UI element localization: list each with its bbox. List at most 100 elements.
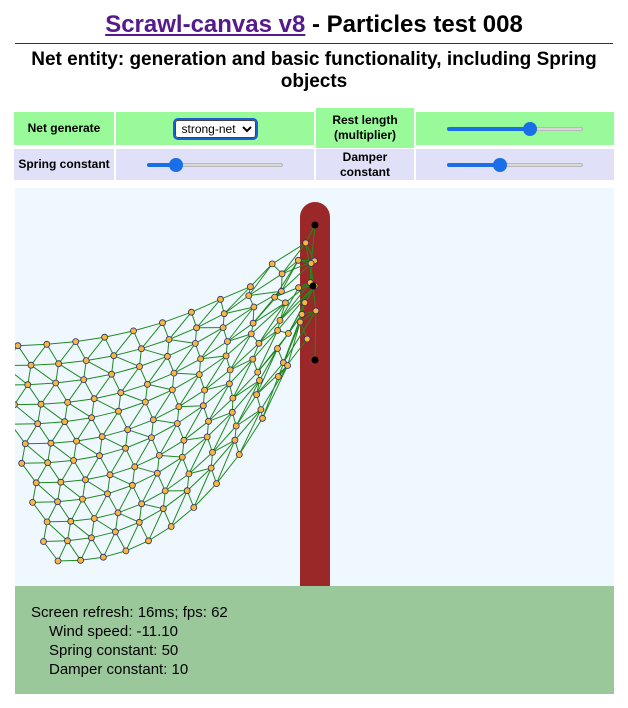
slider-thumb[interactable] bbox=[522, 121, 537, 136]
spring-line bbox=[99, 455, 111, 476]
spring-line bbox=[277, 285, 316, 331]
net-generate-select[interactable]: strong-net bbox=[172, 117, 258, 140]
spring-line bbox=[21, 462, 48, 464]
spring-line bbox=[235, 394, 258, 427]
particle-dot bbox=[34, 420, 42, 428]
spring-line bbox=[134, 437, 152, 468]
spring-line bbox=[120, 392, 146, 403]
spring-line bbox=[148, 526, 172, 542]
spring-line bbox=[113, 330, 134, 357]
particle-dot bbox=[124, 426, 132, 434]
spring-line bbox=[285, 282, 311, 304]
controls-row-2: Spring constant Damper constant bbox=[14, 149, 614, 180]
spring-line bbox=[152, 389, 173, 421]
net-generate-cell: strong-net bbox=[116, 112, 314, 145]
spring-line bbox=[15, 345, 19, 351]
spring-line bbox=[101, 410, 119, 437]
spring-line bbox=[188, 467, 212, 475]
spring-line bbox=[85, 474, 111, 481]
particle-dot bbox=[250, 303, 258, 311]
slider-fill bbox=[147, 162, 176, 167]
spring-line bbox=[262, 376, 279, 419]
damper-constant-slider[interactable] bbox=[447, 157, 583, 173]
spring-line bbox=[80, 556, 104, 561]
spring-line bbox=[252, 302, 286, 324]
status-panel: Screen refresh: 16ms; fps: 62 Wind speed… bbox=[15, 586, 614, 694]
particle-dot bbox=[24, 381, 32, 389]
spring-line bbox=[279, 287, 300, 321]
spring-line bbox=[35, 482, 58, 503]
slider-thumb[interactable] bbox=[493, 157, 508, 172]
spring-line bbox=[73, 460, 86, 481]
spring-line bbox=[224, 306, 255, 315]
particle-dot bbox=[168, 386, 176, 394]
scrawl-canvas-link[interactable]: Scrawl-canvas v8 bbox=[105, 11, 306, 38]
spring-constant-label: Spring constant bbox=[14, 149, 114, 180]
particle-dot bbox=[90, 395, 98, 403]
spring-line bbox=[118, 410, 129, 430]
net-generate-label: Net generate bbox=[14, 112, 114, 145]
spring-line bbox=[287, 321, 301, 366]
spring-line bbox=[58, 360, 87, 365]
particle-dot bbox=[138, 345, 145, 353]
particle-dot bbox=[170, 369, 178, 377]
net-scene[interactable] bbox=[15, 188, 614, 586]
particle-dot bbox=[104, 490, 111, 498]
spring-line bbox=[109, 466, 135, 476]
spring-line bbox=[73, 455, 100, 461]
spring-line bbox=[147, 383, 173, 391]
spring-line bbox=[75, 336, 105, 343]
spring-line bbox=[84, 455, 100, 481]
spring-line bbox=[85, 360, 112, 375]
spring-line bbox=[46, 341, 76, 345]
particle-dot bbox=[284, 329, 292, 337]
spring-line bbox=[93, 373, 113, 399]
spring-line bbox=[177, 405, 204, 424]
particle-dot bbox=[135, 518, 143, 526]
spring-line bbox=[43, 540, 68, 542]
spring-line bbox=[67, 379, 85, 403]
rest-length-slider[interactable] bbox=[447, 121, 583, 137]
particle-dot bbox=[255, 339, 263, 347]
particle-canvas[interactable] bbox=[15, 188, 614, 586]
particle-dot bbox=[149, 416, 157, 424]
spring-line bbox=[173, 358, 201, 374]
spring-line bbox=[258, 329, 278, 344]
spring-line bbox=[146, 356, 168, 385]
status-refresh: Screen refresh: 16ms; fps: 62 bbox=[31, 604, 228, 621]
particle-dot bbox=[301, 299, 309, 306]
particle-dot bbox=[183, 487, 191, 495]
spring-line bbox=[91, 410, 119, 419]
spring-line bbox=[25, 442, 51, 445]
particle-dot bbox=[253, 391, 261, 399]
spring-line bbox=[235, 409, 262, 427]
spring-line bbox=[50, 421, 66, 444]
spring-line bbox=[193, 467, 212, 508]
particle-dot bbox=[254, 368, 262, 376]
spring-line bbox=[200, 327, 224, 360]
particle-dot bbox=[52, 379, 60, 387]
spring-line bbox=[30, 364, 56, 384]
spring-line bbox=[60, 479, 86, 483]
particle-dot bbox=[99, 553, 107, 561]
particle-dot bbox=[167, 523, 175, 530]
particle-dot bbox=[18, 459, 26, 467]
spring-constant-slider[interactable] bbox=[147, 157, 283, 173]
spring-line bbox=[117, 512, 140, 523]
particle-dot bbox=[207, 464, 215, 472]
particle-dot bbox=[223, 338, 231, 345]
particle-dot bbox=[82, 476, 89, 484]
particle-dot bbox=[178, 453, 186, 461]
spring-line bbox=[181, 436, 208, 458]
spring-line bbox=[168, 327, 197, 340]
slider-thumb[interactable] bbox=[168, 157, 183, 172]
particle-dot bbox=[57, 478, 65, 486]
spring-line bbox=[104, 336, 115, 356]
spring-line bbox=[147, 372, 175, 385]
spring-line bbox=[151, 423, 178, 439]
spring-line bbox=[159, 454, 183, 458]
spring-line bbox=[117, 503, 142, 514]
particle-dot bbox=[205, 417, 212, 425]
spring-line bbox=[212, 439, 236, 453]
spring-line bbox=[200, 355, 227, 360]
